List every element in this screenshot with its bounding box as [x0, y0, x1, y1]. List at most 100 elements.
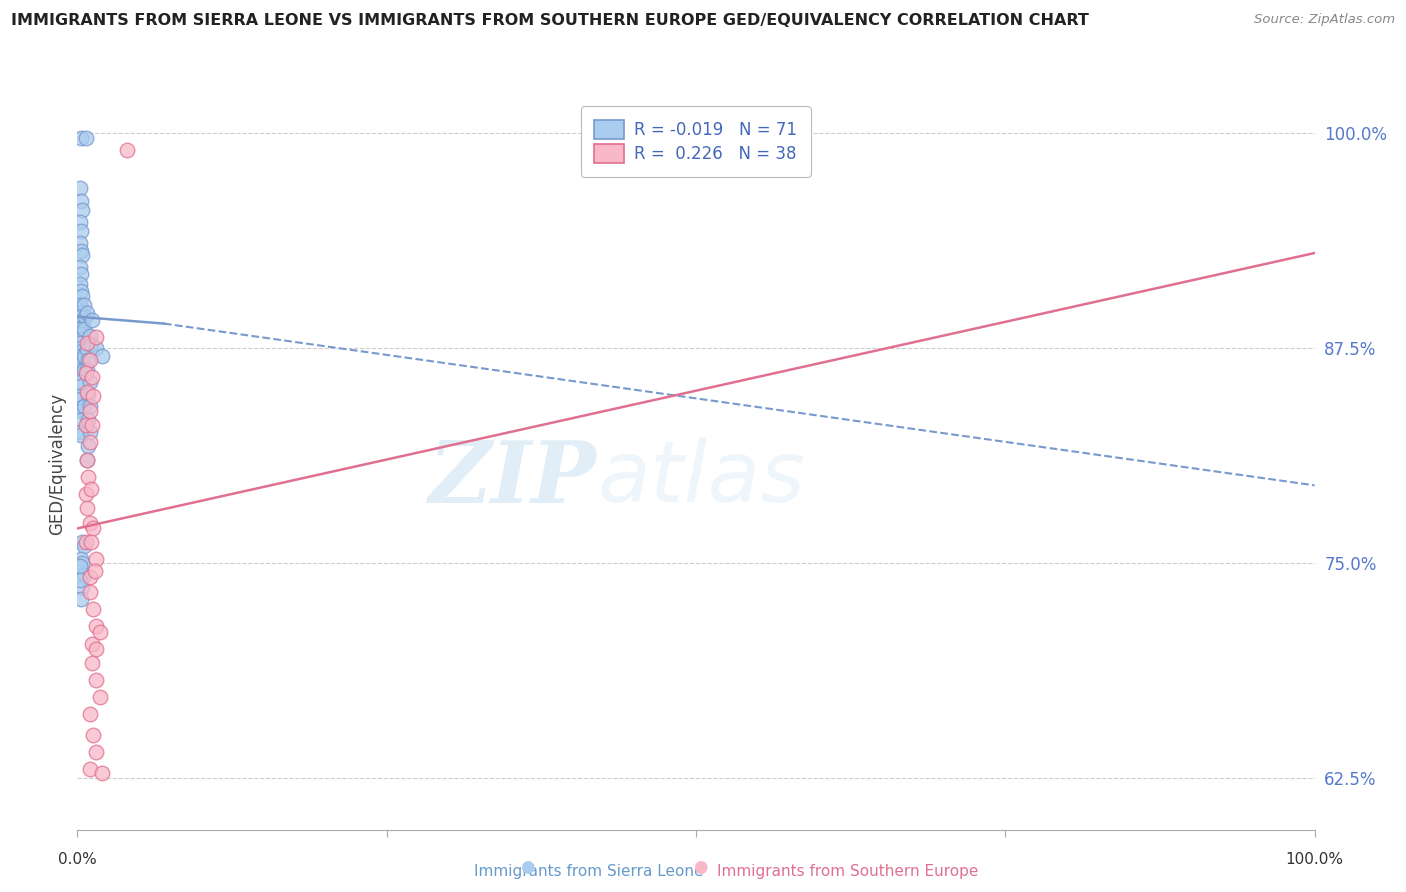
Point: [82, 370, 104, 384]
Point: [79, 707, 101, 722]
Point: [70, 378, 93, 392]
Point: [72, 289, 94, 303]
Point: [72, 356, 94, 370]
Point: [69, 349, 91, 363]
Point: [72, 567, 94, 582]
Point: [70, 326, 93, 341]
Text: Source: ZipAtlas.com: Source: ZipAtlas.com: [1254, 13, 1395, 27]
Point: [84, 641, 107, 656]
Point: [69, 260, 91, 274]
Point: [69, 235, 91, 250]
Point: [70, 267, 93, 281]
Point: [70, 591, 93, 606]
Point: [84, 552, 107, 566]
Point: [72, 539, 94, 553]
Text: Immigrants from Southern Europe: Immigrants from Southern Europe: [717, 863, 979, 879]
Text: Immigrants from Sierra Leone: Immigrants from Sierra Leone: [474, 863, 703, 879]
Point: [72, 363, 94, 377]
Point: [79, 762, 101, 776]
Point: [72, 556, 94, 570]
Point: [76, 385, 98, 400]
Point: [82, 637, 104, 651]
Point: [70, 194, 93, 209]
Point: [70, 392, 93, 407]
Point: [80, 482, 103, 496]
Text: IMMIGRANTS FROM SIERRA LEONE VS IMMIGRANTS FROM SOUTHERN EUROPE GED/EQUIVALENCY : IMMIGRANTS FROM SIERRA LEONE VS IMMIGRAN…: [11, 13, 1090, 29]
Point: [70, 428, 93, 442]
Point: [72, 332, 94, 346]
Point: [70, 552, 93, 566]
Point: [77, 352, 100, 367]
Point: [70, 244, 93, 259]
Point: [79, 425, 101, 439]
Point: [75, 367, 97, 381]
Point: [76, 335, 98, 350]
Point: [69, 322, 91, 336]
Point: [72, 322, 94, 336]
Point: [91, 349, 114, 363]
Point: [84, 341, 107, 355]
Point: [83, 565, 105, 579]
Point: [69, 298, 91, 312]
Text: ZIP: ZIP: [429, 437, 598, 520]
Point: [72, 535, 94, 549]
Point: [79, 516, 101, 531]
Point: [76, 343, 98, 357]
Point: [69, 401, 91, 415]
Text: atlas: atlas: [598, 437, 806, 520]
Point: [70, 341, 93, 355]
Point: [75, 487, 97, 501]
Point: [70, 315, 93, 329]
Point: [76, 500, 98, 515]
Point: [82, 313, 104, 327]
Point: [69, 277, 91, 291]
Point: [70, 352, 93, 367]
Point: [79, 404, 101, 418]
Text: ●: ●: [520, 858, 534, 876]
Point: [89, 624, 111, 639]
Point: [69, 413, 91, 427]
Point: [82, 656, 104, 670]
Point: [72, 349, 94, 363]
Text: 100.0%: 100.0%: [1285, 852, 1344, 867]
Point: [69, 573, 91, 587]
Point: [70, 130, 93, 145]
Point: [72, 202, 94, 217]
Point: [77, 469, 100, 483]
Point: [70, 284, 93, 298]
Point: [69, 389, 91, 403]
Point: [80, 337, 103, 351]
Point: [75, 418, 97, 433]
Point: [69, 335, 91, 350]
Point: [69, 425, 91, 439]
Point: [72, 399, 94, 413]
Y-axis label: GED/Equivalency: GED/Equivalency: [48, 392, 66, 535]
Point: [69, 180, 91, 194]
Point: [79, 352, 101, 367]
Point: [84, 745, 107, 759]
Point: [79, 435, 101, 450]
Point: [77, 387, 100, 401]
Point: [79, 569, 101, 583]
Point: [70, 224, 93, 238]
Point: [84, 673, 107, 687]
Point: [75, 535, 97, 549]
Point: [69, 215, 91, 229]
Point: [82, 418, 104, 433]
Point: [73, 310, 96, 324]
Point: [76, 452, 98, 467]
Point: [72, 320, 94, 334]
Point: [89, 690, 111, 704]
Point: [69, 375, 91, 389]
Point: [76, 452, 98, 467]
Point: [79, 328, 101, 343]
Point: [82, 728, 104, 742]
Point: [79, 399, 101, 413]
Point: [76, 306, 98, 320]
Point: [70, 304, 93, 318]
Point: [76, 363, 98, 377]
Point: [70, 367, 93, 381]
Point: [79, 375, 101, 389]
Point: [77, 413, 100, 427]
Text: 0.0%: 0.0%: [58, 852, 97, 867]
